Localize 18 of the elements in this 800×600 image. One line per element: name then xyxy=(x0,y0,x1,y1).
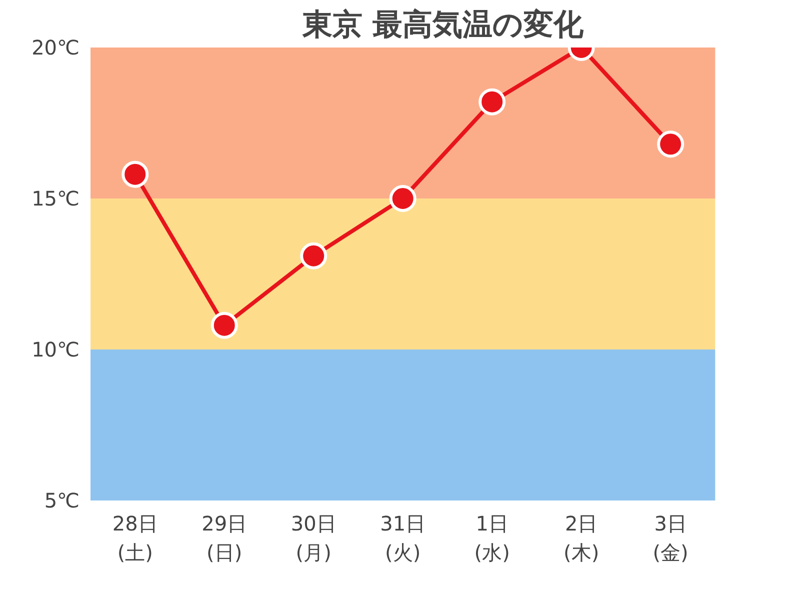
point xyxy=(122,160,149,188)
x-tick-label: 29日 (日) xyxy=(202,512,248,564)
x-tick-label: 1日 (水) xyxy=(474,512,510,564)
chart-title: 東京 最高気温の変化 xyxy=(301,8,585,42)
point xyxy=(210,312,238,339)
y-tick-label: 15℃ xyxy=(32,186,80,210)
point xyxy=(657,130,684,158)
y-tick-label: 5℃ xyxy=(44,488,80,512)
x-tick-label: 31日 (火) xyxy=(380,512,426,564)
point xyxy=(478,88,506,116)
y-tick-label: 20℃ xyxy=(32,36,80,60)
x-tick-label: 3日 (金) xyxy=(652,512,688,564)
y-tick-label: 10℃ xyxy=(32,338,80,362)
x-tick-label: 28日 (土) xyxy=(112,512,158,564)
point xyxy=(300,242,328,270)
x-tick-label: 30日 (月) xyxy=(290,512,336,564)
point xyxy=(389,185,416,212)
x-tick-label: 2日 (木) xyxy=(564,512,600,564)
